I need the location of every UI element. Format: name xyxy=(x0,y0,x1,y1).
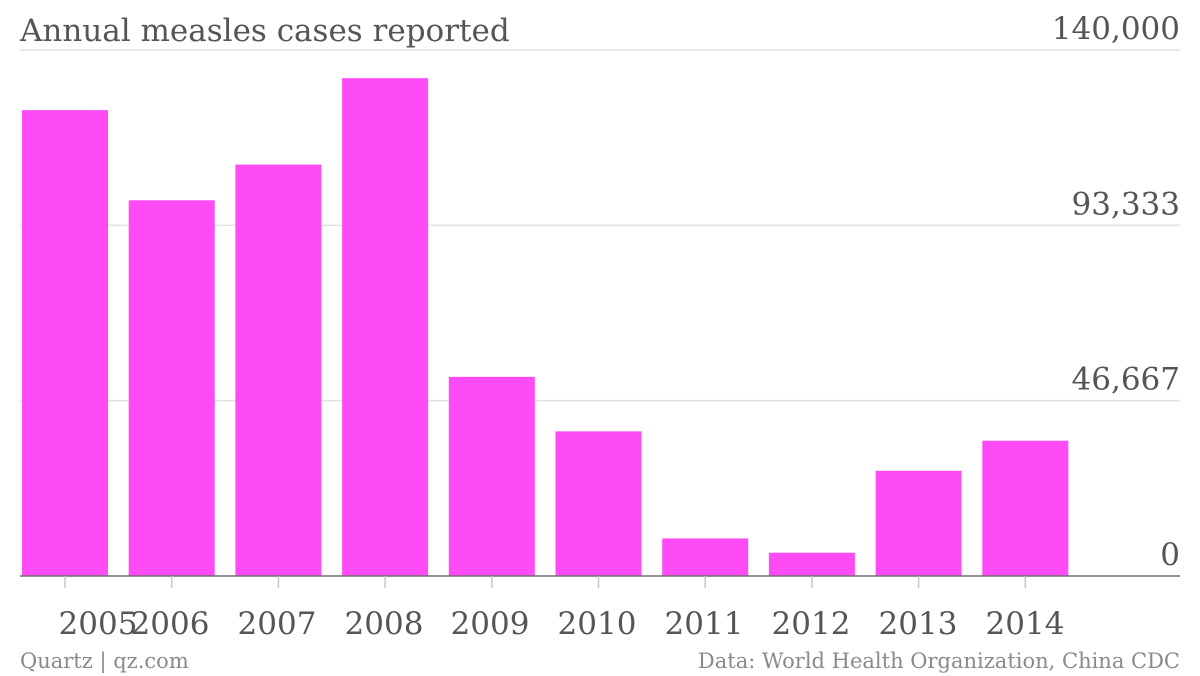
x-tick-label: 2011 xyxy=(665,606,744,642)
y-tick-label: 0 xyxy=(1160,537,1180,573)
x-tick-label: 2005 xyxy=(59,606,138,642)
bar xyxy=(128,200,215,577)
credit-text: Quartz | qz.com xyxy=(20,649,189,674)
bar xyxy=(555,431,642,576)
bar xyxy=(235,164,322,577)
x-tick-label: 2008 xyxy=(345,606,424,642)
bars xyxy=(22,78,1069,577)
bar xyxy=(342,78,429,576)
y-tick-label: 140,000 xyxy=(1052,11,1180,47)
source-text: Data: World Health Organization, China C… xyxy=(698,649,1180,673)
x-tick-label: 2007 xyxy=(238,606,317,642)
x-tick-label: 2009 xyxy=(451,606,530,642)
bar xyxy=(448,376,535,576)
bar xyxy=(768,552,855,576)
y-tick-label: 46,667 xyxy=(1072,362,1180,398)
x-tick-label: 2014 xyxy=(986,606,1065,642)
x-tick-label: 2010 xyxy=(558,606,637,642)
bar xyxy=(662,538,749,576)
bar xyxy=(22,110,108,576)
y-tick-label: 93,333 xyxy=(1072,186,1180,222)
x-tick-label: 2006 xyxy=(131,606,210,642)
x-tick-label: 2013 xyxy=(879,606,958,642)
y-axis-tick-labels: 0 46,667 93,333 140,000 xyxy=(1052,11,1180,573)
x-tick-label: 2012 xyxy=(772,606,851,642)
bar xyxy=(982,440,1069,576)
chart-title: Annual measles cases reported xyxy=(19,13,510,49)
bar xyxy=(875,470,962,576)
